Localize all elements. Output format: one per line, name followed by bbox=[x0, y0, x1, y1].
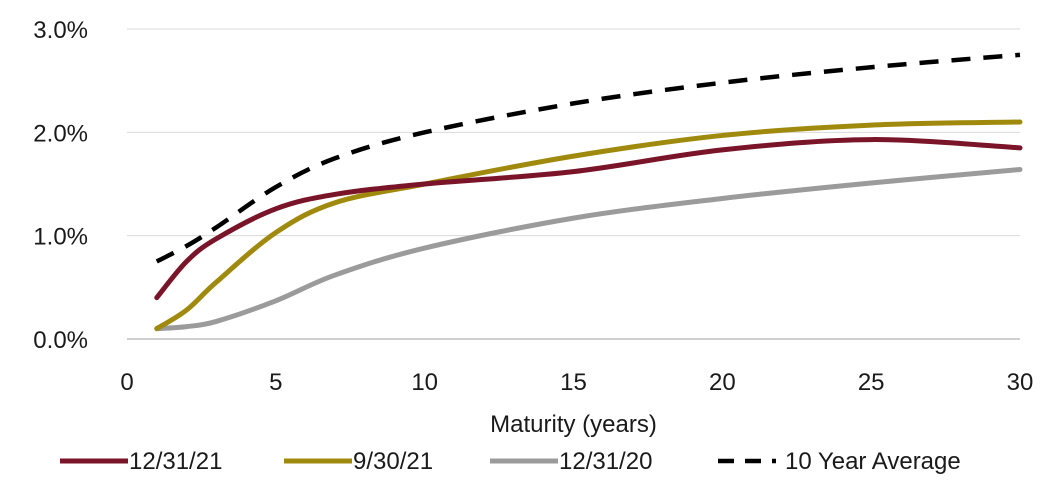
legend-label-1: 9/30/21 bbox=[353, 448, 433, 475]
series-line-0 bbox=[154, 137, 1023, 301]
y-tick-label: 3.0% bbox=[33, 17, 88, 44]
y-tick-label: 1.0% bbox=[33, 224, 88, 251]
x-axis-title: Maturity (years) bbox=[490, 411, 657, 438]
x-tick-label: 30 bbox=[1007, 369, 1034, 396]
legend-label-2: 12/31/20 bbox=[559, 448, 652, 475]
x-tick-label: 25 bbox=[858, 369, 885, 396]
x-tick-label: 15 bbox=[560, 369, 587, 396]
legend: 12/31/21 9/30/21 12/31/20 10 Year Average bbox=[60, 448, 961, 475]
legend-label-3: 10 Year Average bbox=[785, 448, 961, 475]
x-tick-label: 5 bbox=[269, 369, 282, 396]
gridlines bbox=[127, 28, 1020, 237]
y-tick-label: 2.0% bbox=[33, 120, 88, 147]
y-tick-label: 0.0% bbox=[33, 327, 88, 354]
series-line-3 bbox=[155, 52, 1021, 264]
x-tick-label: 10 bbox=[411, 369, 438, 396]
y-axis-ticks: 0.0% 1.0% 2.0% 3.0% bbox=[33, 17, 88, 354]
x-axis-ticks: 0 5 10 15 20 25 30 bbox=[120, 369, 1033, 396]
x-tick-label: 20 bbox=[709, 369, 736, 396]
legend-label-0: 12/31/21 bbox=[129, 448, 222, 475]
series-lines bbox=[154, 52, 1023, 332]
series-line-2 bbox=[154, 167, 1023, 332]
x-tick-label: 0 bbox=[120, 369, 133, 396]
